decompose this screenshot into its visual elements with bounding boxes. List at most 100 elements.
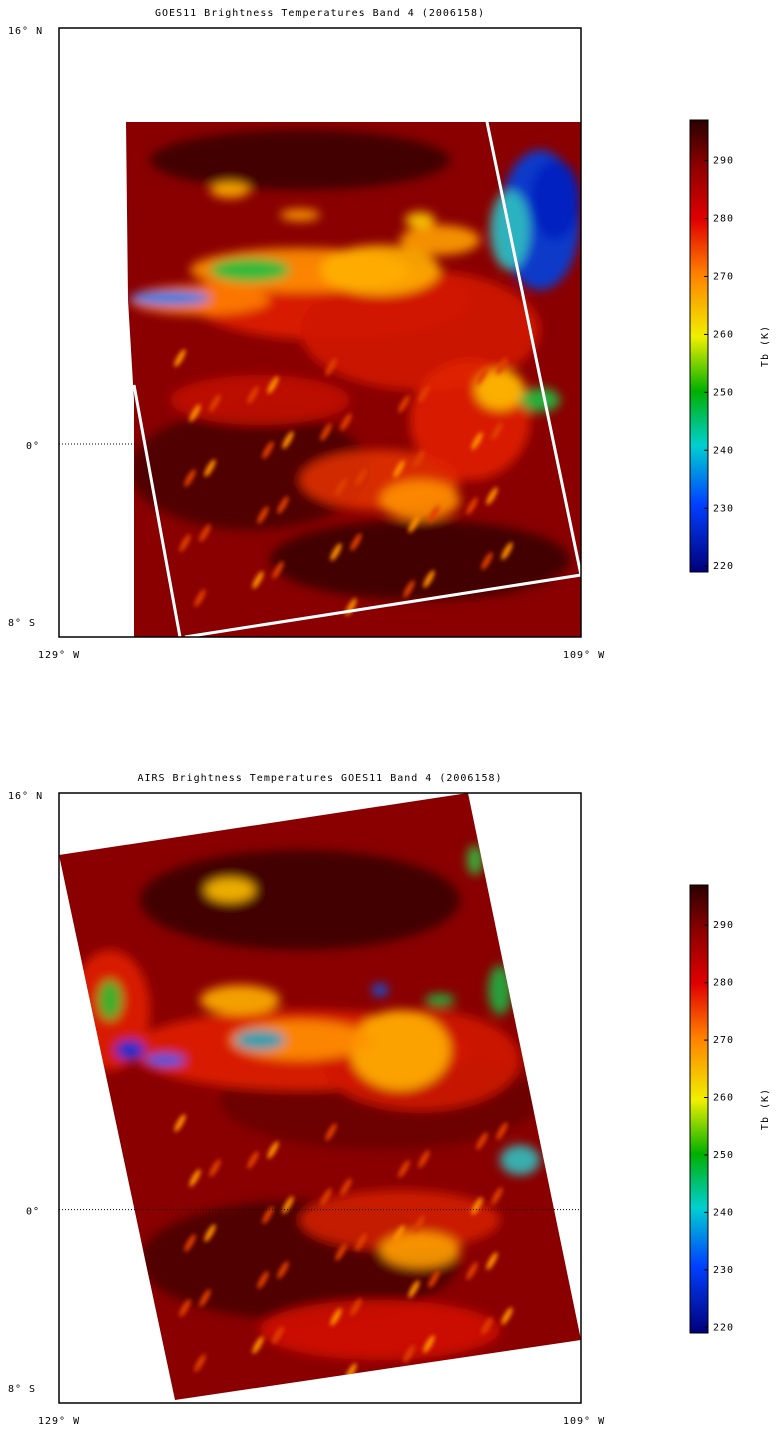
map-title: AIRS Brightness Temperatures GOES11 Band… [137, 773, 502, 784]
colorbar [689, 119, 709, 573]
streak [428, 1270, 440, 1288]
lat-label: 0° [26, 1207, 40, 1218]
streak [189, 404, 201, 422]
cloud-feature [425, 994, 455, 1006]
streak [340, 413, 352, 431]
cloud-feature [380, 1232, 460, 1268]
streak [320, 423, 332, 441]
lat-label: 16° N [8, 791, 43, 802]
streak [350, 533, 362, 551]
map-panel: GOES11 Brightness Temperatures Band 4 (2… [8, 8, 771, 661]
colorbar-tick-label: 230 [713, 1265, 734, 1276]
cloud-feature [405, 212, 435, 228]
colorbar-tick-label: 250 [713, 387, 734, 398]
cloud-feature [235, 1030, 285, 1050]
cloud-feature [170, 375, 350, 425]
satellite-image [126, 122, 581, 637]
streak [320, 1188, 332, 1206]
colorbar-tick-label: 260 [713, 1093, 734, 1104]
streak [491, 1187, 503, 1205]
cloud-feature [467, 845, 483, 875]
streak [277, 1261, 289, 1279]
streak [257, 506, 269, 524]
streak [340, 1178, 352, 1196]
colorbar-tick-label: 270 [713, 1035, 734, 1046]
streak [486, 1252, 498, 1270]
streak [277, 496, 289, 514]
map-frame [58, 792, 582, 1404]
streak [252, 1336, 264, 1354]
streak [355, 468, 367, 486]
colorbar-label: Tb (K) [760, 325, 771, 367]
streak [184, 1234, 196, 1252]
map-title: GOES11 Brightness Temperatures Band 4 (2… [155, 8, 485, 19]
streak [471, 1197, 483, 1215]
image-texture [70, 845, 540, 1360]
streak [194, 589, 206, 607]
lon-label: 129° W [38, 650, 80, 661]
colorbar-tick-label: 240 [713, 445, 734, 456]
streak [184, 469, 196, 487]
streak [476, 1132, 488, 1150]
streak [466, 1262, 478, 1280]
streak [428, 505, 440, 523]
streak [408, 1280, 420, 1298]
lat-label: 8° S [8, 1384, 36, 1395]
streak [189, 1169, 201, 1187]
map-panel: AIRS Brightness Temperatures GOES11 Band… [8, 773, 771, 1427]
cloud-feature [98, 980, 122, 1020]
image-texture [130, 130, 580, 600]
cloud-feature [350, 1010, 450, 1090]
cloud-feature [320, 245, 440, 295]
streak [204, 459, 216, 477]
streak [350, 1298, 362, 1316]
cloud-feature [140, 850, 460, 950]
cloud-feature [270, 520, 570, 600]
cloud-feature [400, 225, 480, 255]
streak [496, 1122, 508, 1140]
lon-label: 109° W [563, 650, 605, 661]
streak [481, 1317, 493, 1335]
streak [204, 1224, 216, 1242]
lon-label: 109° W [563, 1416, 605, 1427]
streak [174, 349, 186, 367]
cloud-feature [210, 258, 290, 282]
cloud-feature [130, 291, 210, 305]
lat-label: 0° [26, 441, 40, 452]
cloud-feature [475, 370, 525, 410]
cloud-feature [372, 984, 388, 996]
streak [403, 580, 415, 598]
colorbar-tick-label: 290 [713, 920, 734, 931]
swath-outline [132, 384, 182, 638]
streak [418, 1150, 430, 1168]
colorbar-tick-label: 280 [713, 214, 734, 225]
cloud-feature [145, 1054, 185, 1066]
streak [209, 1159, 221, 1177]
cloud-feature [300, 1190, 500, 1250]
cloud-feature [230, 1020, 370, 1060]
cloud-feature [488, 965, 512, 1015]
streak [272, 1326, 284, 1344]
streak [501, 542, 513, 560]
streak [247, 1151, 259, 1169]
lat-label: 16° N [8, 26, 43, 37]
streak [471, 432, 483, 450]
streak [476, 367, 488, 385]
streak [325, 358, 337, 376]
streak [491, 422, 503, 440]
streak [179, 534, 191, 552]
streak [262, 441, 274, 459]
cloud-feature [130, 410, 370, 530]
map-frame [58, 27, 582, 638]
cloud-feature [280, 209, 320, 221]
streak [335, 1243, 347, 1261]
streak [209, 394, 221, 412]
cloud-feature [205, 878, 255, 902]
cloud-feature [200, 985, 280, 1015]
cloud-feature [500, 1145, 540, 1175]
streak [408, 515, 420, 533]
satellite-image [59, 793, 581, 1400]
streak [325, 1123, 337, 1141]
streak [413, 1215, 425, 1233]
